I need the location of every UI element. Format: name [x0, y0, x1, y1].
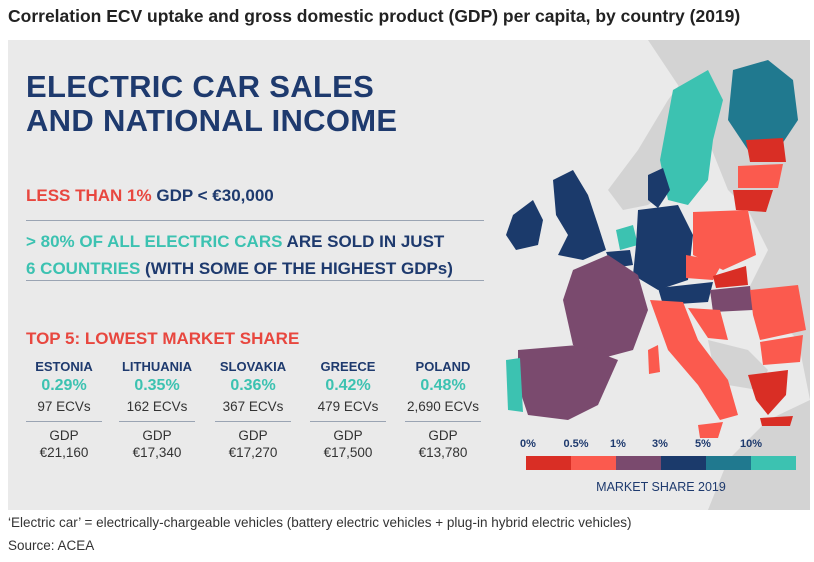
footnote: ‘Electric car’ = electrically-chargeable…: [8, 515, 632, 530]
country-gdp: €17,340: [132, 445, 182, 460]
country-ecvs: 162 ECVs: [126, 399, 188, 414]
gdp-label: GDP: [428, 428, 458, 443]
gdp-label: GDP: [238, 428, 268, 443]
country-ecvs: 2,690 ECVs: [406, 399, 480, 414]
map-slovakia: [713, 266, 748, 288]
map-spain: [518, 345, 618, 420]
legend-tick: 0%: [520, 438, 536, 450]
country-ecvs: 367 ECVs: [222, 399, 284, 414]
legend-tick: 3%: [652, 438, 668, 450]
country-name: POLAND: [415, 359, 471, 374]
map-romania: [750, 285, 806, 340]
map-ireland: [506, 200, 543, 250]
legend-title: MARKET SHARE 2019: [596, 480, 726, 494]
fact2-line2-highlight: 6 COUNTRIES: [26, 259, 141, 278]
headline: ELECTRIC CAR SALES AND NATIONAL INCOME: [26, 70, 397, 138]
gdp-label: GDP: [142, 428, 172, 443]
country-card-greece: GREECE 0.42% 479 ECVs GDP €17,500: [302, 359, 394, 461]
country-gdp: €17,270: [228, 445, 278, 460]
legend-swatch: [616, 456, 661, 470]
legend-tick: 5%: [695, 438, 711, 450]
market-share-legend: 0% 0.5% 1% 3% 5% 10% MARKET SHARE 2019: [516, 438, 796, 494]
country-ecvs: 479 ECVs: [317, 399, 379, 414]
legend-swatch: [571, 456, 616, 470]
legend-tick: 0.5%: [563, 438, 589, 450]
legend-tick: 1%: [610, 438, 626, 450]
fact-top-countries: > 80% OF ALL ELECTRIC CARS ARE SOLD IN J…: [26, 228, 453, 282]
map-portugal: [506, 358, 523, 412]
fact1-highlight: LESS THAN 1%: [26, 186, 152, 205]
map-france: [563, 255, 648, 358]
country-share: 0.29%: [41, 377, 87, 394]
map-bulgaria: [760, 335, 803, 365]
europe-map: [506, 40, 810, 510]
divider: [119, 421, 195, 422]
headline-line-1: ELECTRIC CAR SALES: [26, 69, 375, 104]
divider: [310, 421, 386, 422]
legend-swatch: [661, 456, 706, 470]
country-card-estonia: ESTONIA 0.29% 97 ECVs GDP €21,160: [18, 359, 110, 461]
map-germany: [633, 205, 693, 290]
map-hungary: [710, 286, 753, 312]
country-share: 0.42%: [325, 377, 371, 394]
map-sweden: [660, 70, 723, 205]
legend-color-bar: [526, 456, 796, 470]
country-share: 0.48%: [420, 377, 466, 394]
map-italy: [650, 300, 738, 420]
divider: [26, 220, 484, 221]
map-austria: [658, 282, 713, 305]
country-name: LITHUANIA: [121, 359, 193, 374]
map-czechia: [686, 255, 723, 280]
divider: [405, 421, 481, 422]
country-card-lithuania: LITHUANIA 0.35% 162 ECVs GDP €17,340: [111, 359, 203, 461]
country-ecvs: 97 ECVs: [37, 399, 91, 414]
map-netherlands: [616, 225, 638, 250]
country-name: ESTONIA: [35, 359, 93, 374]
map-greece: [748, 370, 788, 415]
fact2-line1-highlight: > 80% OF ALL ELECTRIC CARS: [26, 232, 283, 251]
map-crete: [760, 416, 793, 426]
map-corsica: [648, 345, 660, 374]
map-croatia: [688, 308, 728, 340]
divider: [26, 280, 484, 281]
legend-swatch: [706, 456, 751, 470]
legend-swatch: [526, 456, 571, 470]
country-card-poland: POLAND 0.48% 2,690 ECVs GDP €13,780: [397, 359, 489, 461]
map-lithuania: [733, 190, 773, 212]
map-finland: [728, 60, 798, 150]
map-sicily: [698, 422, 723, 438]
map-uk: [553, 170, 606, 260]
country-card-slovakia: SLOVAKIA 0.36% 367 ECVs GDP €17,270: [207, 359, 299, 461]
country-name: GREECE: [320, 359, 376, 374]
legend-swatch: [751, 456, 796, 470]
country-share: 0.35%: [134, 377, 180, 394]
country-name: SLOVAKIA: [219, 359, 287, 374]
legend-ticks: 0% 0.5% 1% 3% 5% 10%: [516, 438, 796, 452]
map-poland: [693, 210, 756, 270]
infographic-panel: ELECTRIC CAR SALES AND NATIONAL INCOME L…: [8, 40, 810, 510]
gdp-label: GDP: [49, 428, 79, 443]
map-latvia: [738, 164, 783, 188]
top5-title: TOP 5: LOWEST MARKET SHARE: [26, 329, 300, 348]
country-gdp: €21,160: [39, 445, 89, 460]
fact1-rest: GDP < €30,000: [156, 186, 274, 205]
map-denmark: [648, 168, 670, 208]
source-note: Source: ACEA: [8, 538, 95, 553]
fact2-line2-rest: (WITH SOME OF THE HIGHEST GDPs): [145, 259, 453, 278]
page-title: Correlation ECV uptake and gross domesti…: [8, 6, 741, 26]
map-estonia: [746, 138, 786, 162]
divider: [215, 421, 291, 422]
legend-tick: 10%: [739, 438, 763, 450]
headline-line-2: AND NATIONAL INCOME: [26, 103, 398, 138]
gdp-label: GDP: [333, 428, 363, 443]
divider: [26, 421, 102, 422]
country-gdp: €17,500: [323, 445, 373, 460]
country-share: 0.36%: [230, 377, 276, 394]
country-gdp: €13,780: [418, 445, 468, 460]
fact2-line1-rest: ARE SOLD IN JUST: [286, 232, 445, 251]
fact-gdp-threshold: LESS THAN 1% GDP < €30,000: [26, 186, 274, 206]
